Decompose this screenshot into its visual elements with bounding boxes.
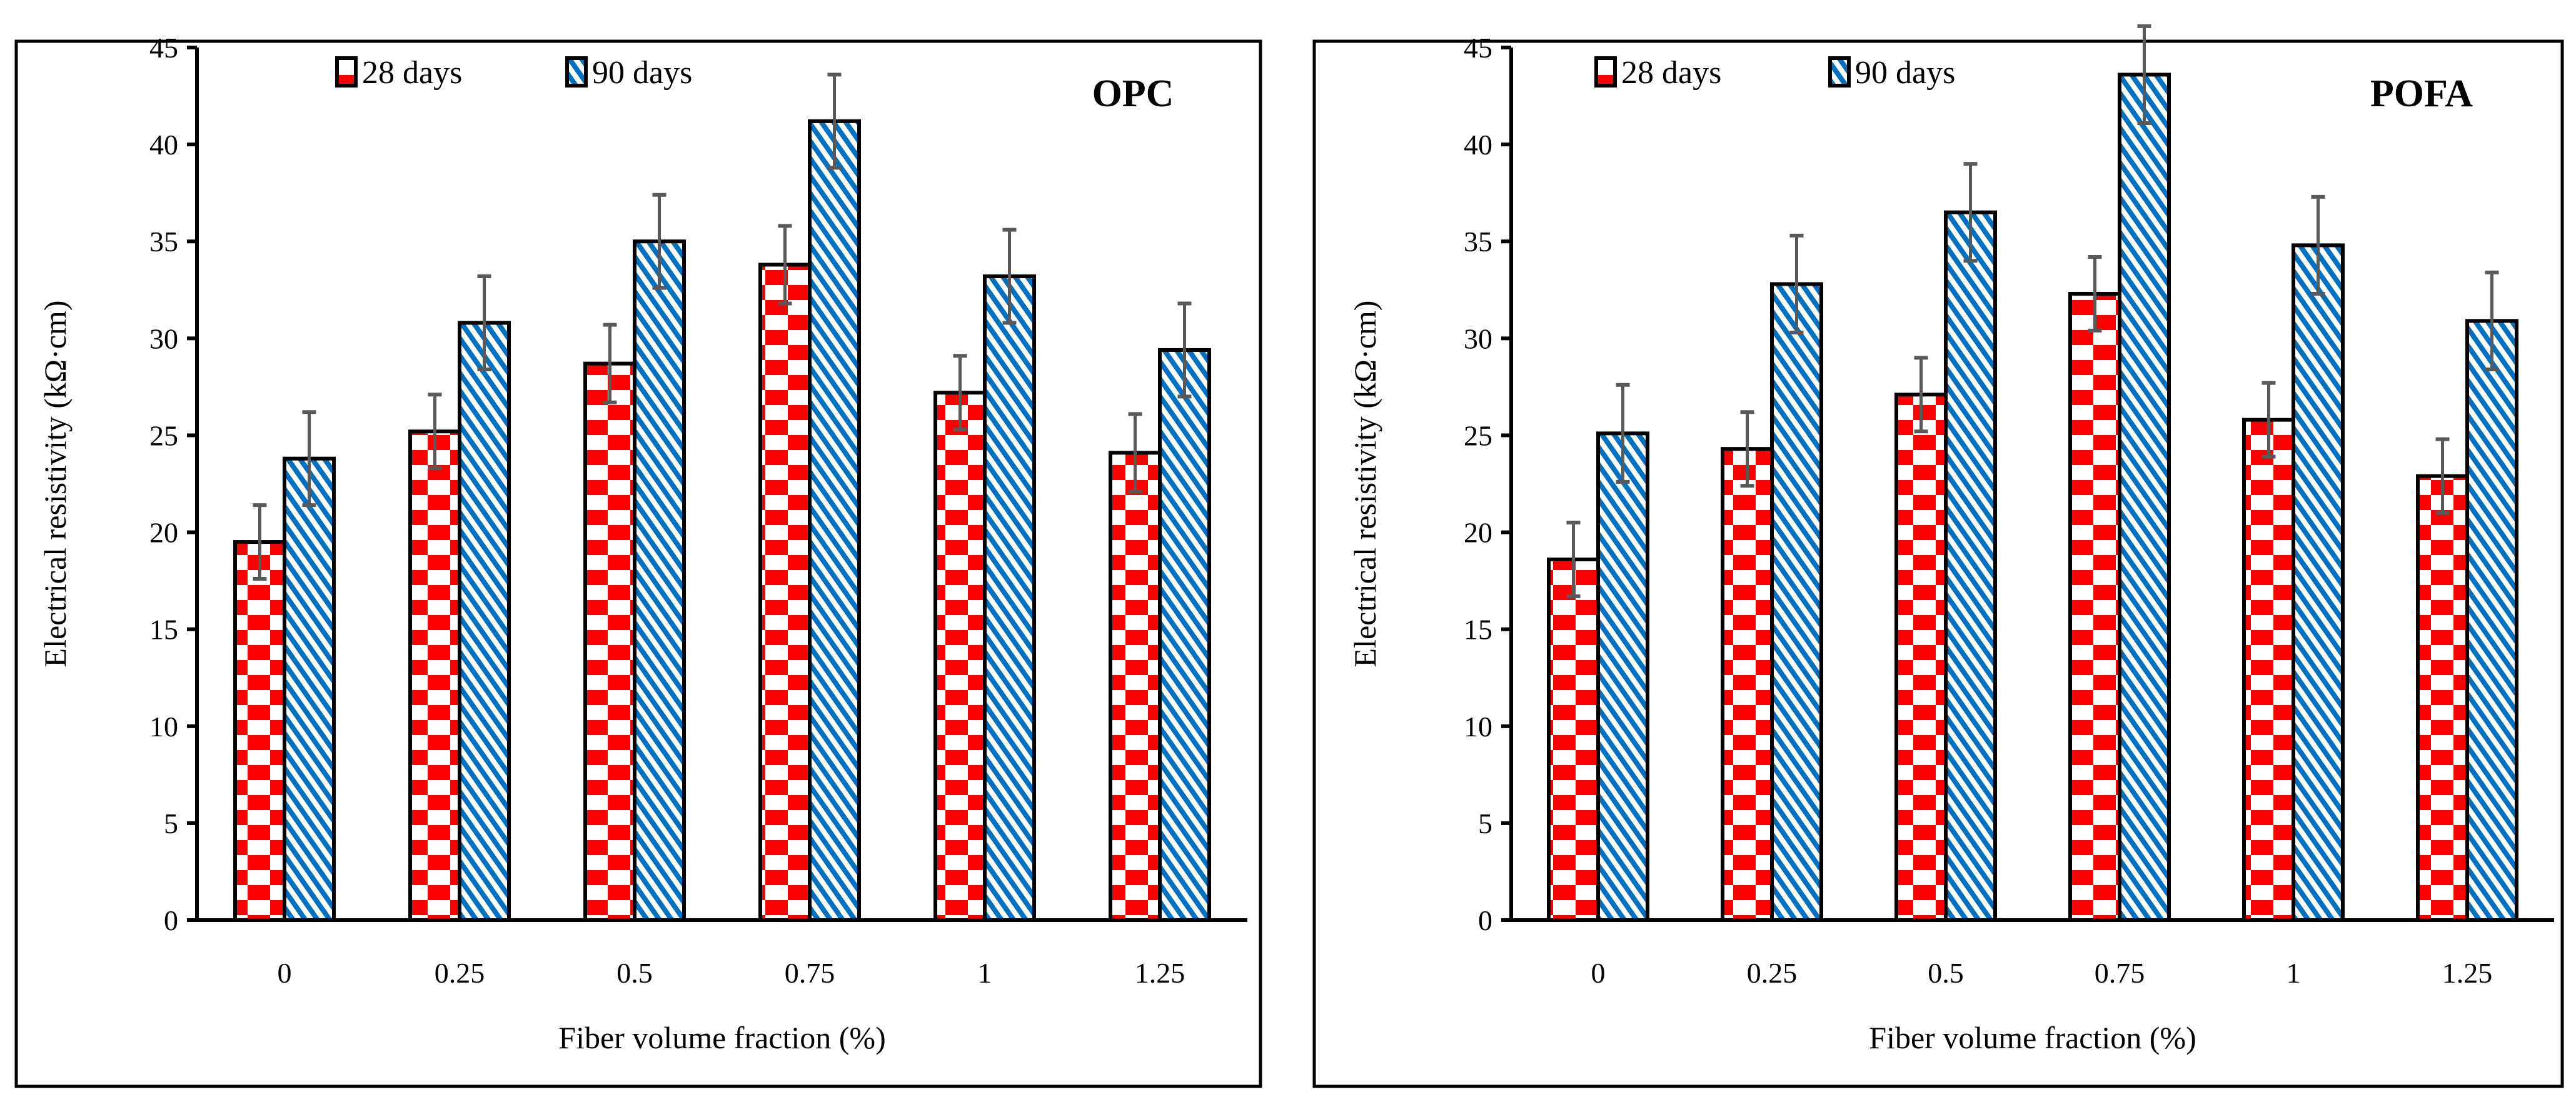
legend-swatch-28-days: [335, 56, 358, 88]
y-tick-label: 10: [149, 711, 178, 743]
bar-28-days-0: [233, 540, 286, 922]
legend-label: 28 days: [1621, 55, 1721, 91]
legend-label: 28 days: [362, 55, 462, 91]
bar-90-days-0: [283, 456, 336, 922]
x-tick-label: 1: [978, 957, 992, 989]
bar-90-days-0.5: [1944, 210, 1997, 923]
x-tick-label: 0.75: [2095, 957, 2145, 989]
x-tick-label: 0.5: [616, 957, 653, 989]
chart-title: OPC: [1092, 73, 1174, 115]
y-tick-label: 15: [149, 614, 178, 646]
bar-28-days-0: [1547, 557, 1600, 922]
legend-label: 90 days: [592, 55, 692, 91]
y-axis-title: Electrical resistivity (kΩ·cm): [38, 301, 73, 668]
bar-90-days-0.25: [1770, 282, 1823, 922]
bar-90-days-1: [983, 274, 1036, 922]
y-tick-label: 15: [1464, 614, 1492, 646]
legend-swatch-28-days: [1594, 56, 1617, 88]
bar-28-days-0.75: [2068, 291, 2121, 922]
pofa-chart-panel: 0 5 10 15 20 25 30 35 40 45 0 0.25 0.5 0.75 1 1.25 Fiber…: [1312, 24, 2564, 1088]
x-tick-label: 1.25: [2442, 957, 2493, 989]
y-tick-label: 45: [1464, 32, 1492, 64]
y-tick-label: 40: [1464, 129, 1492, 161]
y-tick-label: 20: [149, 517, 178, 549]
bar-28-days-0.75: [758, 263, 812, 923]
bar-90-days-1: [2292, 243, 2345, 923]
legend-label: 90 days: [1855, 55, 1955, 91]
x-tick-label: 0.5: [1928, 957, 1964, 989]
bar-90-days-0: [1596, 431, 1649, 922]
y-tick-label: 30: [1464, 323, 1492, 354]
x-tick-label: 0: [278, 957, 292, 989]
y-tick-label: 30: [149, 323, 178, 354]
y-tick-label: 45: [149, 32, 178, 64]
bar-90-days-1.25: [2465, 319, 2518, 922]
bar-28-days-1: [933, 391, 987, 922]
y-tick-label: 5: [1478, 808, 1492, 839]
chart-frame: [14, 39, 1262, 1088]
y-tick-label: 0: [164, 904, 178, 936]
x-tick-label: 1.25: [1135, 957, 1185, 989]
y-tick-label: 20: [1464, 517, 1492, 549]
y-tick-label: 25: [1464, 419, 1492, 451]
y-axis-title: Electrical resistivity (kΩ·cm): [1347, 301, 1382, 668]
y-tick-label: 0: [1478, 904, 1492, 936]
bar-90-days-0.75: [808, 119, 861, 923]
chart-title: POFA: [2370, 73, 2473, 115]
bar-28-days-0.25: [408, 429, 461, 922]
x-tick-label: 0.25: [1747, 957, 1798, 989]
y-tick-label: 40: [149, 129, 178, 161]
y-tick-label: 5: [164, 808, 178, 839]
bar-90-days-0.5: [633, 239, 686, 923]
y-tick-label: 35: [149, 226, 178, 258]
bar-90-days-0.25: [458, 321, 511, 922]
x-tick-label: 0.75: [785, 957, 835, 989]
opc-chart-panel: 0 5 10 15 20 25 30 35 40 45 0 0.25 0.5 0.75 1 1.25 Fiber…: [14, 32, 1262, 1088]
bar-28-days-1: [2242, 418, 2295, 922]
chart-frame: [1312, 39, 2564, 1088]
bar-90-days-0.75: [2118, 73, 2171, 922]
x-tick-label: 0: [1591, 957, 1606, 989]
x-axis-title: Fiber volume fraction (%): [558, 1020, 885, 1055]
bar-28-days-0.5: [1894, 393, 1948, 922]
bar-90-days-1.25: [1158, 348, 1211, 922]
bar-28-days-1.25: [1109, 451, 1162, 922]
x-tick-label: 0.25: [435, 957, 485, 989]
y-tick-label: 25: [149, 419, 178, 451]
bar-28-days-1.25: [2416, 474, 2469, 922]
y-tick-label: 10: [1464, 711, 1492, 743]
bar-28-days-0.5: [583, 361, 636, 922]
y-tick-label: 35: [1464, 226, 1492, 258]
x-axis-title: Fiber volume fraction (%): [1869, 1020, 2196, 1055]
legend-swatch-90-days: [565, 56, 588, 88]
bar-28-days-0.25: [1721, 447, 1774, 922]
x-tick-label: 1: [2287, 957, 2301, 989]
legend-swatch-90-days: [1828, 56, 1851, 88]
